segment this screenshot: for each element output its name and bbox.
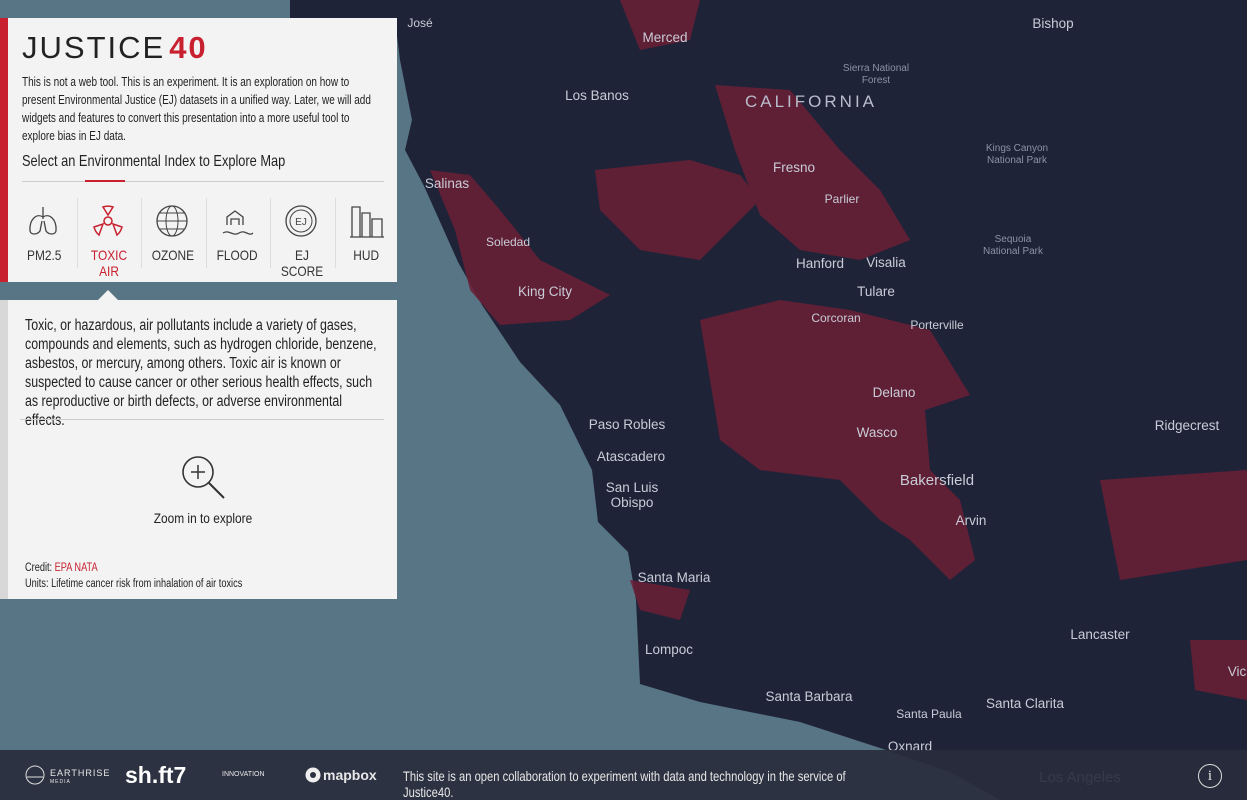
region-label: CALIFORNIA: [745, 92, 877, 111]
zoom-icon: [182, 456, 225, 499]
city-label: Lompoc: [645, 642, 693, 657]
index-tab[interactable]: OZONE: [141, 195, 205, 273]
city-label: Hanford: [796, 256, 844, 271]
tab-icon: [222, 210, 253, 235]
tab-label: EJ SCORE: [280, 247, 324, 279]
city-label: National Park: [987, 155, 1048, 166]
title-accent: 40: [169, 30, 208, 65]
units: Units: Lifetime cancer risk from inhalat…: [25, 578, 243, 590]
tab-label: HUD: [353, 247, 380, 263]
city-label: Atascadero: [597, 449, 665, 464]
toxic-air-areas: [430, 0, 1247, 700]
tab-icon: [156, 205, 188, 237]
city-label: Sequoia: [995, 234, 1032, 245]
credit: Credit: EPA NATA: [25, 562, 369, 574]
svg-text:EJ: EJ: [295, 217, 307, 228]
city-label: Ridgecrest: [1155, 418, 1220, 433]
city-label: Santa Maria: [638, 570, 711, 585]
city-label: Santa Clarita: [986, 696, 1065, 711]
city-label: Parlier: [825, 192, 860, 206]
city-label: Lancaster: [1070, 627, 1130, 642]
description: This is not a web tool. This is an exper…: [22, 75, 371, 143]
city-label: Salinas: [425, 176, 470, 191]
active-indicator: [85, 180, 125, 182]
city-label: National Park: [983, 246, 1044, 257]
divider: [20, 419, 384, 420]
city-label: Santa Barbara: [765, 689, 853, 704]
shift7-logo[interactable]: sh.ft7: [125, 762, 187, 788]
index-tab[interactable]: EJ EJ SCORE: [270, 195, 334, 279]
city-label: Los Banos: [565, 88, 629, 103]
map-labels: CALIFORNIA José Merced Los Banos Sierra Nati…: [407, 16, 1246, 786]
info-text: Toxic, or hazardous, air pollutants incl…: [25, 317, 377, 429]
mapbox-logo[interactable]: mapbox: [323, 767, 377, 783]
footer: EARTHRISE MEDIA sh.ft7 INNOVATION mapbox…: [0, 750, 1247, 800]
city-label: Delano: [873, 385, 916, 400]
tab-separator: [270, 198, 271, 268]
info-panel: Toxic, or hazardous, air pollutants incl…: [0, 300, 397, 599]
tab-icon: EJ: [285, 205, 317, 237]
index-tab[interactable]: TOXIC AIR: [77, 195, 141, 279]
city-label: Paso Robles: [589, 417, 666, 432]
city-label: Corcoran: [811, 311, 860, 325]
city-label: King City: [518, 284, 572, 299]
tab-label: OZONE: [151, 247, 195, 263]
city-label: Soledad: [486, 235, 530, 249]
zoom-text: Zoom in to explore: [153, 510, 252, 526]
pointer: [98, 290, 118, 300]
tab-label: FLOOD: [216, 247, 258, 263]
index-tab[interactable]: PM2.5: [12, 195, 76, 273]
info-button[interactable]: i: [1198, 764, 1222, 788]
city-label: José: [407, 16, 433, 30]
city-label: Visalia: [866, 255, 906, 270]
innovation-logo[interactable]: INNOVATION: [222, 771, 265, 778]
tab-separator: [76, 198, 78, 268]
city-label: Wasco: [857, 425, 898, 440]
city-label: Bishop: [1032, 16, 1073, 31]
tab-icon: [92, 205, 123, 237]
tab-icon: [29, 207, 57, 235]
tab-label: PM2.5: [26, 247, 62, 263]
tab-icon: [349, 206, 384, 238]
city-label: Vic: [1228, 664, 1247, 679]
tab-separator: [205, 198, 207, 268]
city-label: San Luis: [606, 480, 659, 495]
city-label: Arvin: [956, 513, 987, 528]
city-label: Merced: [642, 30, 687, 45]
city-label: Bakersfield: [900, 472, 974, 489]
index-panel: JUSTICE 40 This is not a web tool. This i…: [0, 18, 397, 282]
zoom-hint: Zoom in to explore: [8, 510, 397, 526]
city-label: Fresno: [773, 160, 815, 175]
app-title: JUSTICE 40: [22, 30, 208, 66]
tab-separator: [141, 198, 142, 268]
credit-label: Credit:: [25, 562, 53, 574]
index-tab[interactable]: HUD: [335, 195, 399, 273]
mapbox-icon: [305, 767, 321, 783]
divider: [22, 181, 384, 182]
earthrise-sub: MEDIA: [50, 779, 71, 785]
city-label: Tulare: [857, 284, 895, 299]
city-label: Obispo: [611, 495, 654, 510]
city-label: Forest: [862, 75, 891, 86]
city-label: Sierra National: [843, 63, 909, 74]
title-text: JUSTICE: [22, 30, 166, 65]
tab-separator: [334, 198, 336, 268]
select-heading: Select an Environmental Index to Explore…: [22, 153, 286, 170]
credit-source[interactable]: EPA NATA: [54, 562, 98, 574]
city-label: Porterville: [910, 318, 964, 332]
city-label: Santa Paula: [896, 707, 962, 721]
footer-text: This site is an open collaboration to ex…: [403, 768, 846, 800]
earthrise-logo[interactable]: EARTHRISE: [50, 768, 111, 778]
earthrise-icon: [25, 765, 45, 785]
city-label: Kings Canyon: [986, 143, 1048, 154]
tab-label: TOXIC AIR: [90, 247, 127, 279]
index-tab[interactable]: FLOOD: [206, 195, 270, 273]
